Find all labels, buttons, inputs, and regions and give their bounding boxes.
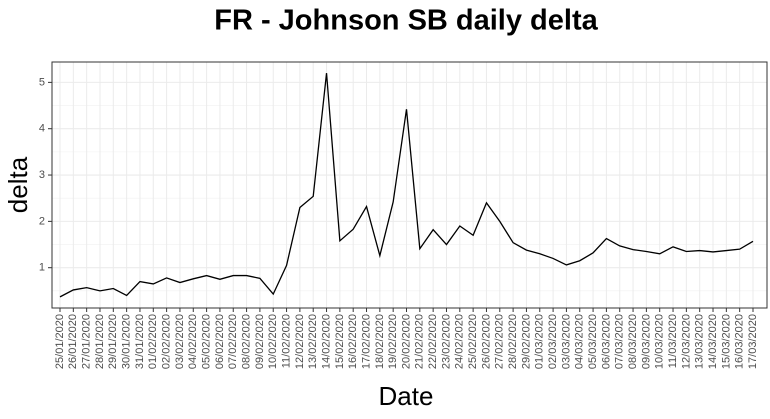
x-tick-label: 06/03/2020: [600, 314, 612, 369]
x-tick-label: 27/01/2020: [81, 314, 93, 369]
panel-border: [51, 61, 768, 309]
x-tick-label: 15/02/2020: [334, 314, 346, 369]
x-tick-label: 20/02/2020: [400, 314, 412, 369]
x-tick-label: 26/02/2020: [480, 314, 492, 369]
x-tick-label: 18/02/2020: [374, 314, 386, 369]
x-tick-label: 05/02/2020: [201, 314, 213, 369]
x-tick-label: 23/02/2020: [440, 314, 452, 369]
x-tick-label: 19/02/2020: [387, 314, 399, 369]
x-tick-label: 13/03/2020: [694, 314, 706, 369]
x-tick-label: 05/03/2020: [587, 314, 599, 369]
x-tick-label: 29/02/2020: [520, 314, 532, 369]
x-tick-label: 27/02/2020: [494, 314, 506, 369]
x-tick-label: 24/02/2020: [454, 314, 466, 369]
x-tick-label: 25/02/2020: [467, 314, 479, 369]
x-tick-label: 02/02/2020: [161, 314, 173, 369]
y-tick-label: 3: [39, 169, 45, 181]
x-tick-label: 11/02/2020: [280, 314, 292, 368]
x-tick-label: 25/01/2020: [54, 314, 66, 369]
x-tick-label: 28/02/2020: [507, 314, 519, 369]
y-axis-label: delta: [3, 156, 33, 213]
x-tick-label: 07/02/2020: [227, 314, 239, 369]
y-tick-label: 1: [39, 262, 45, 274]
x-tick-label: 03/03/2020: [560, 314, 572, 369]
x-tick-label: 09/02/2020: [254, 314, 266, 369]
x-tick-label: 21/02/2020: [414, 314, 426, 369]
x-tick-label: 13/02/2020: [307, 314, 319, 369]
x-tick-label: 01/03/2020: [534, 314, 546, 369]
x-tick-label: 10/03/2020: [654, 314, 666, 369]
y-tick-label: 4: [39, 123, 45, 135]
x-tick-label: 12/02/2020: [294, 314, 306, 369]
x-tick-label: 29/01/2020: [107, 314, 119, 369]
x-tick-label: 04/02/2020: [187, 314, 199, 369]
x-tick-label: 03/02/2020: [174, 314, 186, 369]
x-tick-label: 28/01/2020: [94, 314, 106, 369]
data-line: [59, 73, 754, 298]
chart-title: FR - Johnson SB daily delta: [214, 5, 598, 37]
x-axis-label: Date: [379, 381, 434, 411]
x-tick-label: 02/03/2020: [547, 314, 559, 369]
x-tick-label: 16/02/2020: [347, 314, 359, 369]
x-tick-label: 30/01/2020: [121, 314, 133, 369]
x-tick-label: 04/03/2020: [574, 314, 586, 369]
x-tick-label: 14/03/2020: [707, 314, 719, 369]
x-tick-label: 14/02/2020: [320, 314, 332, 369]
x-tick-label: 01/02/2020: [147, 314, 159, 369]
x-tick-label: 31/01/2020: [134, 314, 146, 369]
x-tick-label: 08/03/2020: [627, 314, 639, 369]
x-tick-label: 17/03/2020: [747, 314, 759, 369]
x-tick-label: 10/02/2020: [267, 314, 279, 369]
x-tick-label: 15/03/2020: [720, 314, 732, 369]
x-tick-label: 08/02/2020: [240, 314, 252, 369]
x-tick-label: 26/01/2020: [67, 314, 79, 369]
x-tick-label: 09/03/2020: [640, 314, 652, 369]
x-tick-label: 06/02/2020: [214, 314, 226, 369]
x-tick-label: 11/03/2020: [667, 314, 679, 368]
x-tick-label: 17/02/2020: [360, 314, 372, 369]
x-tick-label: 22/02/2020: [427, 314, 439, 369]
x-tick-label: 16/03/2020: [734, 314, 746, 369]
x-tick-label: 07/03/2020: [614, 314, 626, 369]
y-tick-label: 5: [39, 76, 45, 88]
y-tick-label: 2: [39, 215, 45, 227]
x-tick-label: 12/03/2020: [680, 314, 692, 369]
